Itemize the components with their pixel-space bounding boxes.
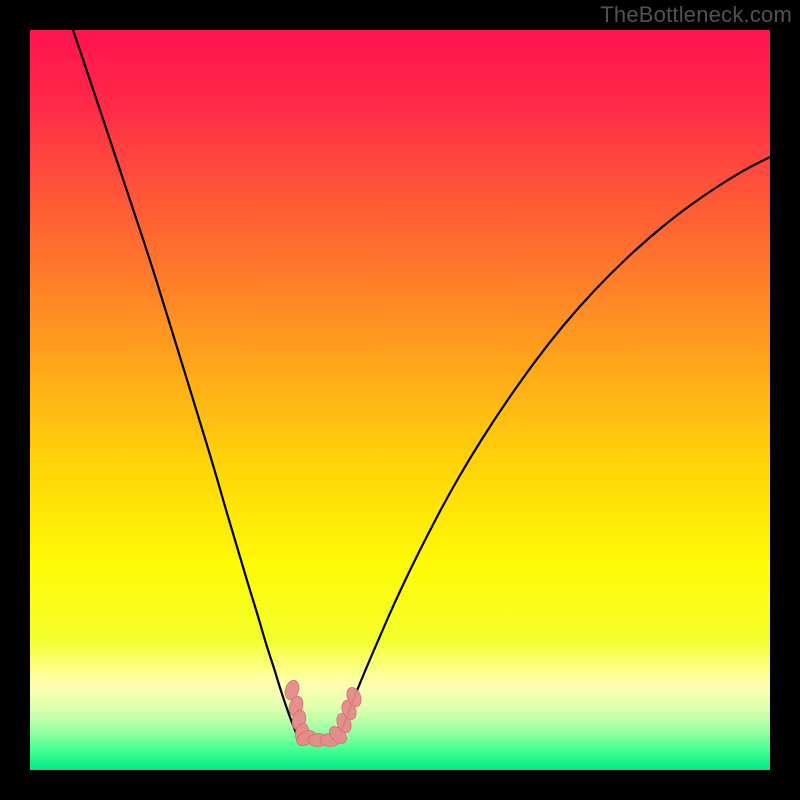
bottleneck-curve-right bbox=[341, 157, 770, 732]
bottleneck-curve-left bbox=[73, 30, 296, 733]
watermark-text: TheBottleneck.com bbox=[600, 2, 792, 28]
chart-svg bbox=[30, 30, 770, 770]
plot-area bbox=[30, 30, 770, 770]
